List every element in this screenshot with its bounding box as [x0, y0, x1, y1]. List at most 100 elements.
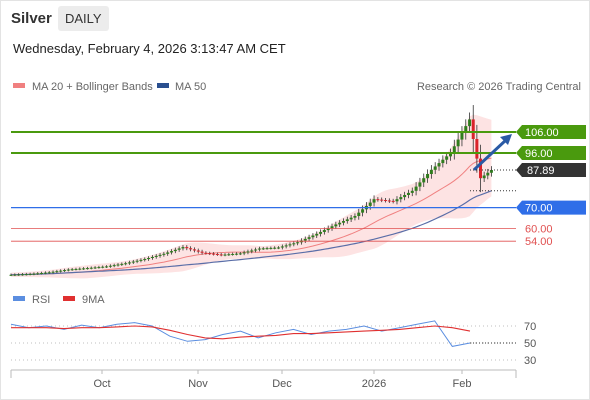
- candle-body: [147, 258, 151, 260]
- candle-body: [410, 190, 414, 193]
- candle-body: [422, 178, 426, 183]
- candle-body: [227, 254, 231, 256]
- candle-body: [246, 251, 250, 253]
- rsi-tick-30: 30: [524, 355, 536, 367]
- candle-body: [486, 172, 490, 176]
- candle-body: [40, 272, 44, 274]
- candle-body: [460, 132, 464, 140]
- candle-body: [361, 209, 365, 213]
- candle-body: [20, 274, 24, 276]
- candle-body: [47, 272, 51, 274]
- candle-body: [391, 200, 395, 202]
- candle-body: [89, 267, 93, 269]
- candle-body: [82, 268, 86, 270]
- candle-body: [231, 253, 235, 255]
- x-tick-label-Feb: Feb: [453, 378, 472, 390]
- candle-body: [426, 174, 430, 179]
- chart-header: Silver DAILY: [0, 0, 590, 36]
- candle-body: [307, 237, 311, 239]
- candle-body: [32, 273, 36, 275]
- candle-body: [280, 246, 284, 248]
- rsi-ma-legend-label: 9MA: [82, 294, 105, 306]
- candle-body: [204, 252, 208, 254]
- rsi-tick-70: 70: [524, 321, 536, 333]
- candle-body: [108, 265, 112, 267]
- candle-body: [479, 158, 483, 179]
- candle-body: [70, 269, 74, 271]
- candle-body: [162, 253, 166, 255]
- candle-body: [406, 192, 410, 195]
- candle-body: [120, 263, 124, 265]
- candle-body: [143, 259, 147, 261]
- rsi-ma-line: [11, 325, 471, 340]
- candle-body: [131, 261, 135, 263]
- rsi-legend-swatch: [13, 296, 25, 301]
- level-tag-106.00: [516, 125, 586, 139]
- candle-body: [17, 274, 21, 276]
- candle-body: [173, 249, 177, 252]
- candle-body: [51, 271, 55, 273]
- candle-body: [261, 248, 265, 250]
- candle-body: [265, 248, 269, 250]
- candle-body: [177, 248, 181, 250]
- rsi-tick-50: 50: [524, 338, 536, 350]
- level-label-106.00: 106.00: [525, 127, 559, 139]
- candle-body: [250, 250, 254, 252]
- candle-body: [124, 263, 128, 265]
- candle-body: [376, 199, 380, 201]
- candle-body: [489, 170, 493, 173]
- candle-body: [380, 199, 384, 201]
- candle-body: [475, 139, 479, 159]
- candle-body: [135, 260, 139, 262]
- candle-body: [387, 200, 391, 202]
- candle-body: [185, 247, 189, 249]
- candle-body: [212, 253, 216, 255]
- candle-body: [368, 202, 372, 206]
- price-legend: MA 20 + Bollinger Bands MA 50: [13, 81, 206, 93]
- candle-body: [357, 212, 361, 216]
- candle-body: [437, 163, 441, 167]
- level-label-96.00: 96.00: [525, 148, 553, 160]
- rsi-legend: RSI 9MA: [13, 294, 105, 306]
- candle-body: [192, 249, 196, 251]
- candle-body: [166, 252, 170, 254]
- candle-body: [418, 182, 422, 187]
- candle-body: [13, 274, 17, 276]
- candle-body: [353, 216, 357, 218]
- candle-body: [66, 269, 70, 271]
- candle-body: [116, 264, 120, 266]
- candle-body: [55, 271, 59, 273]
- candle-body: [78, 268, 82, 270]
- candle-body: [154, 255, 158, 257]
- candle-body: [288, 244, 292, 246]
- x-tick-label-Nov: Nov: [188, 378, 208, 390]
- projection-arrow-shaft: [472, 138, 508, 171]
- candle-body: [234, 253, 238, 255]
- candle-body: [139, 259, 143, 261]
- candle-body: [452, 146, 456, 153]
- candle-body: [85, 268, 89, 270]
- candle-body: [303, 238, 307, 241]
- candle-body: [445, 156, 449, 160]
- candle-body: [158, 254, 162, 256]
- candle-body: [150, 256, 154, 258]
- candle-body: [414, 186, 418, 191]
- ma20-legend-swatch: [13, 83, 25, 88]
- ma50-legend-label: MA 50: [175, 81, 206, 93]
- candle-body: [338, 222, 342, 225]
- x-tick-label-2026: 2026: [362, 378, 386, 390]
- candle-body: [105, 266, 109, 268]
- candle-body: [315, 233, 319, 236]
- candle-body: [36, 273, 40, 275]
- candle-body: [471, 119, 475, 139]
- rsi-ma-legend-swatch: [63, 296, 75, 301]
- candle-body: [284, 245, 288, 247]
- candle-body: [296, 242, 300, 244]
- period-selector[interactable]: DAILY: [58, 6, 109, 31]
- rsi-legend-label: RSI: [32, 294, 50, 306]
- projection-arrow-head: [500, 134, 512, 145]
- level-label-70.00: 70.00: [525, 203, 553, 215]
- candle-body: [464, 126, 468, 133]
